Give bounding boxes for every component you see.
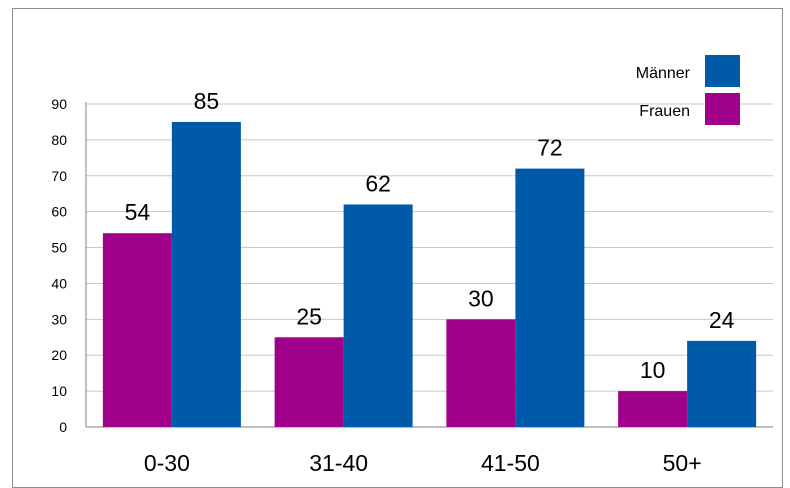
data-label: 72	[537, 135, 563, 161]
x-tick-label: 31-40	[309, 450, 368, 476]
bar-m-nner-41-50	[515, 168, 585, 427]
legend-swatch	[705, 93, 740, 125]
x-tick-label: 50+	[663, 450, 702, 476]
data-label: 30	[468, 285, 494, 311]
data-label: 10	[640, 357, 666, 383]
y-tick-label: 80	[51, 132, 67, 148]
y-tick-label: 50	[51, 240, 67, 256]
legend-label: Frauen	[639, 103, 690, 120]
bar-frauen-41-50	[446, 319, 516, 427]
data-label: 85	[194, 88, 220, 114]
y-tick-label: 20	[51, 347, 67, 363]
y-tick-label: 10	[51, 383, 67, 399]
y-tick-label: 70	[51, 168, 67, 184]
bar-m-nner-31-40	[343, 204, 413, 427]
y-tick-label: 40	[51, 275, 67, 291]
bar-m-nner-50-	[687, 340, 757, 427]
data-label: 62	[365, 170, 391, 196]
bar-frauen-31-40	[274, 337, 344, 427]
data-label: 24	[709, 307, 735, 333]
bar-m-nner-0-30	[171, 121, 241, 427]
data-label: 54	[125, 199, 151, 225]
bar-chart: 0 10 20 30 40 50 60 70 80 90 54 85 0-30 25 62 31-40 30 72…	[51, 55, 773, 476]
y-tick-label: 60	[51, 204, 67, 220]
x-tick-label: 0-30	[144, 450, 190, 476]
legend-label: Männer	[636, 65, 691, 82]
legend-swatch	[705, 55, 740, 87]
y-tick-label: 90	[51, 96, 67, 112]
data-label: 25	[296, 303, 322, 329]
x-tick-label: 41-50	[481, 450, 540, 476]
bar-frauen-50-	[618, 391, 688, 427]
y-tick-label: 0	[59, 419, 67, 435]
bar-frauen-0-30	[102, 233, 172, 427]
y-tick-label: 30	[51, 311, 67, 327]
